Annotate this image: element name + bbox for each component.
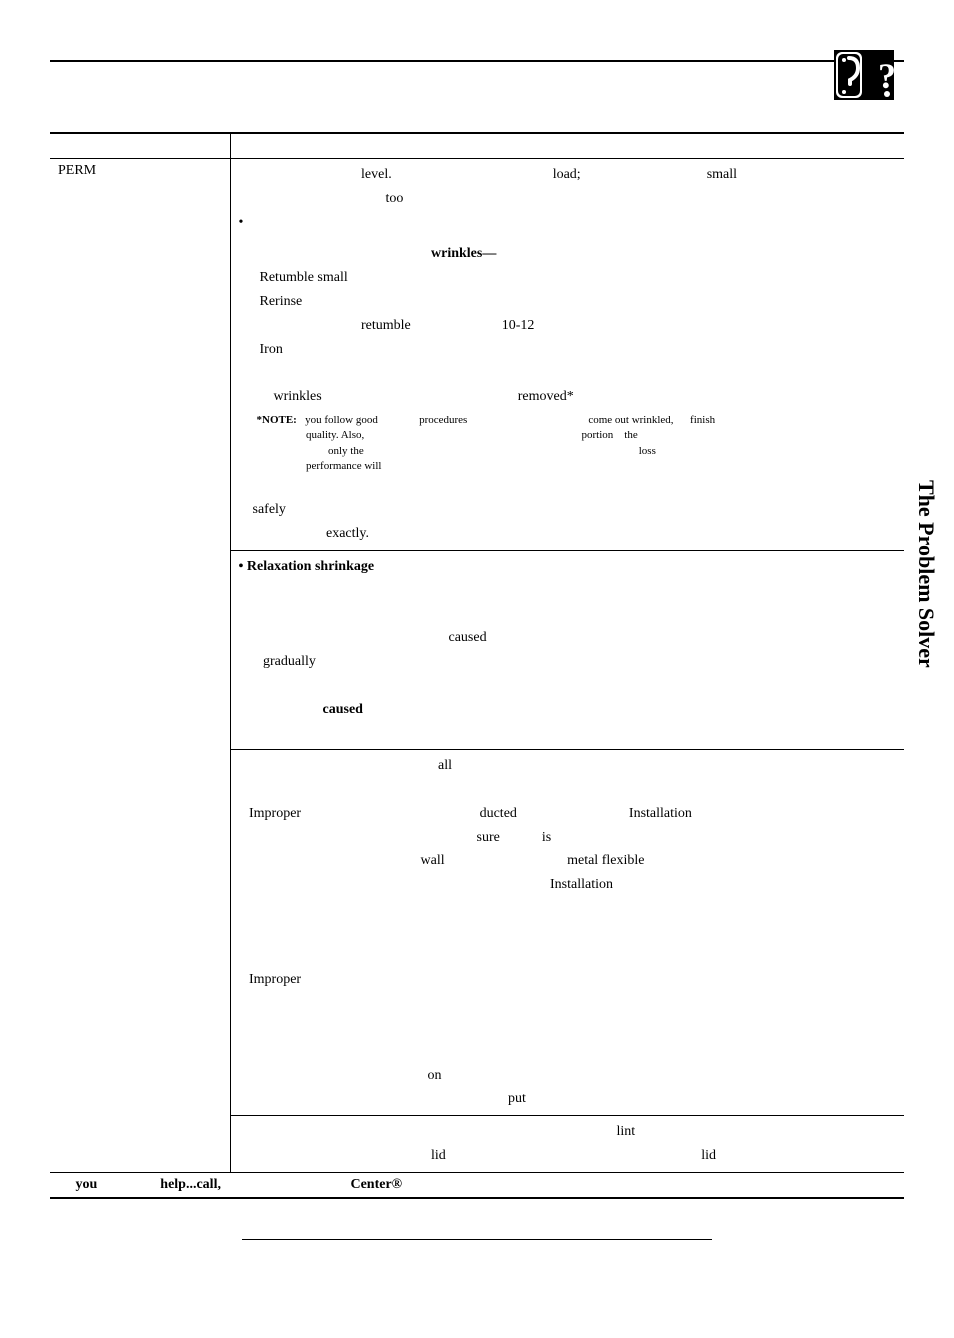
segment-2-text: • Relaxation shrinkage caused gradually … [239,555,897,745]
side-title: The Problem Solver [913,480,939,668]
segment-3-left [50,750,230,1116]
segment-3: all Improper ducted Installation sure [230,750,904,1116]
segment-1-text: wrinkles— Retumble small Rerinse retumbl… [239,242,897,409]
segment-4-text: lint lid lid [239,1120,897,1168]
segment-2: • Relaxation shrinkage caused gradually … [230,550,904,749]
problem-label: PERM [50,159,230,239]
footer-line: you help...call, Center® [50,1172,904,1198]
segment-2-left [50,550,230,749]
row-spacer-right [230,133,904,159]
segment-1-left [50,238,230,550]
problem-table: PERM level. load; small too [50,132,904,1199]
note-block: *NOTE: you follow good procedures come o… [257,413,897,475]
segment-0: level. load; small too • [230,159,904,239]
question-mark-icon: ? [834,50,894,100]
segment-1: wrinkles— Retumble small Rerinse retumbl… [230,238,904,550]
svg-text:?: ? [878,56,894,96]
label-text: PERM [58,163,222,179]
footer-text: you help...call, Center® [58,1177,896,1193]
segment-4-left [50,1116,230,1173]
bottom-rule [242,1239,712,1240]
segment-3-text: all Improper ducted Installation sure [239,754,897,1111]
segment-0-text: level. load; small too • [239,163,897,234]
row-spacer-left [50,133,230,159]
top-rule [50,60,904,62]
segment-1-tail: safely exactly. [239,475,897,546]
segment-4: lint lid lid [230,1116,904,1173]
